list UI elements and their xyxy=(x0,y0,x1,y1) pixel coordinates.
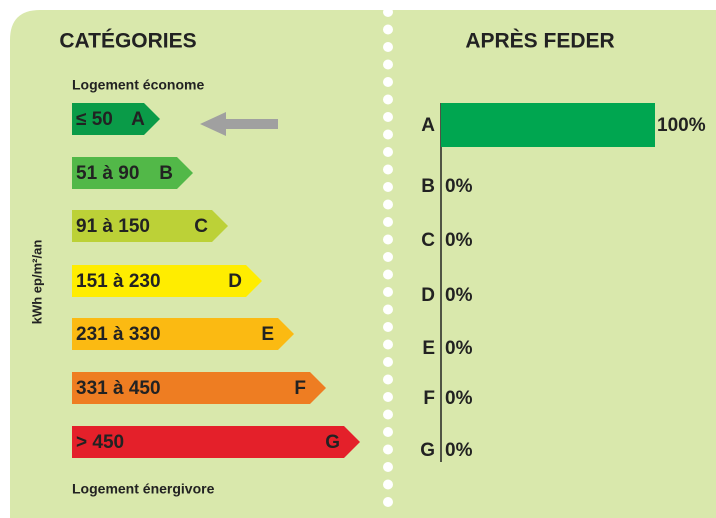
value-label: 100% xyxy=(657,115,706,136)
category-label: G xyxy=(420,440,435,461)
dot xyxy=(383,462,393,472)
class-arrow xyxy=(72,265,262,297)
class-range: > 450 xyxy=(76,432,124,453)
category-label: B xyxy=(421,176,435,197)
dot xyxy=(383,497,393,507)
axis-label: kWh ep/m²/an xyxy=(29,240,44,325)
class-letter: A xyxy=(131,109,145,130)
dot xyxy=(383,357,393,367)
left-title: CATÉGORIES xyxy=(59,30,196,53)
class-letter: G xyxy=(325,432,340,453)
value-label: 0% xyxy=(445,388,473,409)
class-arrow xyxy=(72,157,193,189)
dot xyxy=(383,252,393,262)
dot xyxy=(383,234,393,245)
class-letter: C xyxy=(194,216,208,237)
class-letter: F xyxy=(294,378,306,399)
bar xyxy=(441,103,655,147)
dot xyxy=(383,24,393,35)
dot xyxy=(383,112,393,122)
dot xyxy=(383,199,393,210)
dot xyxy=(383,42,393,52)
dot xyxy=(383,287,393,297)
dot xyxy=(383,322,393,332)
pointer-arrow xyxy=(200,112,278,136)
dot xyxy=(383,59,393,70)
dot xyxy=(383,94,393,105)
category-label: E xyxy=(422,338,435,359)
class-arrow xyxy=(72,318,294,350)
dot xyxy=(383,77,393,87)
top-note: Logement économe xyxy=(72,77,204,93)
dot xyxy=(383,7,393,17)
dotted-divider xyxy=(383,7,393,507)
class-arrow xyxy=(72,426,360,458)
class-range: ≤ 50 xyxy=(76,109,113,130)
dot xyxy=(383,182,393,192)
dot xyxy=(383,129,393,140)
dot xyxy=(383,374,393,385)
dot xyxy=(383,479,393,490)
dot xyxy=(383,392,393,402)
class-arrow xyxy=(72,210,228,242)
class-range: 151 à 230 xyxy=(76,271,161,292)
value-label: 0% xyxy=(445,230,473,251)
dot xyxy=(383,269,393,280)
class-arrow xyxy=(72,103,160,135)
class-range: 331 à 450 xyxy=(76,378,161,399)
category-label: A xyxy=(421,115,435,136)
class-range: 91 à 150 xyxy=(76,216,150,237)
dot xyxy=(383,164,393,175)
class-letter: B xyxy=(159,163,173,184)
dot xyxy=(383,147,393,157)
category-label: C xyxy=(421,230,435,251)
class-letter: E xyxy=(261,324,274,345)
value-label: 0% xyxy=(445,440,473,461)
category-label: D xyxy=(421,285,435,306)
class-range: 231 à 330 xyxy=(76,324,161,345)
class-letter: D xyxy=(228,271,242,292)
class-arrow xyxy=(72,372,326,404)
dot xyxy=(383,339,393,350)
dot xyxy=(383,427,393,437)
value-label: 0% xyxy=(445,338,473,359)
dot xyxy=(383,409,393,420)
category-label: F xyxy=(423,388,435,409)
dot xyxy=(383,217,393,227)
value-label: 0% xyxy=(445,285,473,306)
right-title: APRÈS FEDER xyxy=(465,30,614,53)
dot xyxy=(383,304,393,315)
class-range: 51 à 90 xyxy=(76,163,139,184)
bottom-note: Logement énergivore xyxy=(72,481,215,497)
dot xyxy=(383,444,393,455)
value-label: 0% xyxy=(445,176,473,197)
